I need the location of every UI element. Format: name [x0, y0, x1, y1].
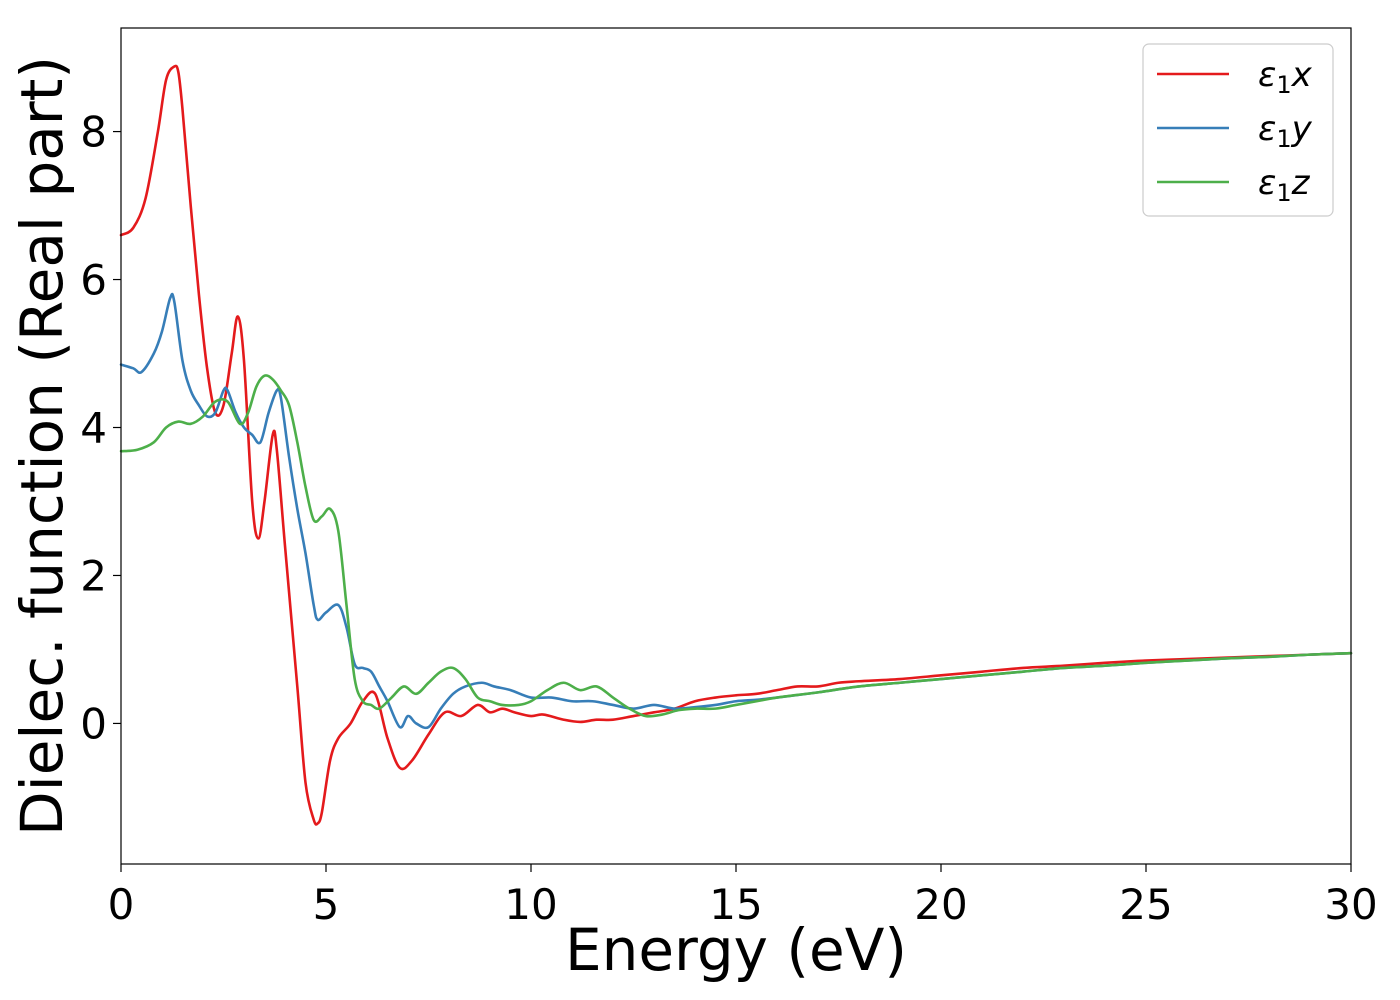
- x-tick-label: 30: [1324, 880, 1377, 929]
- y-tick-label: 4: [80, 404, 107, 453]
- y-tick-label: 8: [80, 108, 107, 157]
- x-tick-label: 15: [709, 880, 762, 929]
- y-tick-label: 6: [80, 256, 107, 305]
- legend-label-x: ε1x: [1258, 55, 1313, 99]
- x-axis-title: Energy (eV): [565, 916, 907, 984]
- x-tick-label: 20: [914, 880, 967, 929]
- x-tick-label: 0: [108, 880, 135, 929]
- y-tick-label: 0: [80, 699, 107, 748]
- series-line-z: [119, 374, 1353, 718]
- legend-label-z: ε1z: [1258, 163, 1311, 207]
- series-line-x: [119, 64, 1353, 826]
- legend-label-y: ε1y: [1258, 109, 1313, 153]
- legend: ε1x ε1y ε1z: [1142, 43, 1334, 217]
- y-axis-title: Dielec. function (Real part): [8, 56, 76, 836]
- x-tick-label: 10: [504, 880, 557, 929]
- y-axis-ticks: 0 2 4 6 8: [80, 108, 121, 748]
- x-tick-label: 5: [313, 880, 340, 929]
- x-tick-label: 25: [1119, 880, 1172, 929]
- x-axis-ticks: 0 5 10 15 20 25 30: [108, 864, 1378, 929]
- legend-frame: [1142, 43, 1334, 217]
- y-tick-label: 2: [80, 551, 107, 600]
- series-layer: [119, 64, 1353, 826]
